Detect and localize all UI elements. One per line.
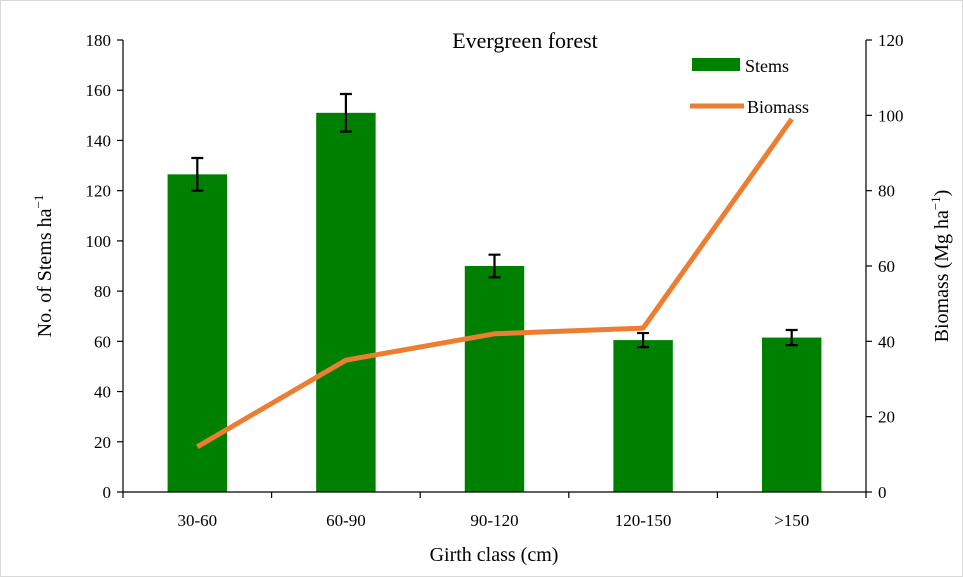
y2-tick-label: 100 [878,106,904,125]
bars-group [167,112,822,493]
x-axis-title: Girth class (cm) [430,544,559,566]
y-tick-label: 120 [86,182,112,201]
y2-tick-label: 20 [878,408,895,427]
line-group [196,117,794,449]
chart-title: Evergreen forest [452,28,598,53]
error-bars-group [191,92,798,349]
y-tick-label: 180 [86,31,112,50]
error-bar-2 [488,253,501,279]
legend-label-biomass: Biomass [747,97,809,117]
y2-tick-label: 0 [878,483,887,502]
y2-tick-label: 120 [878,31,904,50]
y-axis-title-sup: −1 [31,195,46,209]
error-bar-0 [191,156,204,192]
x-tick-label: 90-120 [470,511,518,530]
y2-tick-label: 60 [878,257,895,276]
error-bar-4 [785,328,798,347]
legend: Stems Biomass [690,56,809,117]
bar-stems-2 [464,266,525,492]
y2-tick-label: 80 [878,182,895,201]
y-tick-label: 0 [103,483,112,502]
y-tick-label: 40 [94,383,111,402]
y-tick-label: 100 [86,232,112,251]
y-tick-label: 140 [86,131,112,150]
bar-stems-3 [613,340,673,492]
x-tick-label: 60-90 [326,511,366,530]
y2-axis-title: Biomass (Mg ha−1) [928,190,953,343]
bar-stems-0 [167,174,228,492]
y2-axis-title-main: Biomass (Mg ha [931,210,953,342]
legend-swatch-stems [692,58,740,71]
axes-group [117,39,872,498]
y2-axis-title-end: ) [931,190,953,197]
error-bar-3 [637,331,650,349]
y-tick-label: 20 [94,433,111,452]
y-tick-label: 80 [94,282,111,301]
legend-label-stems: Stems [745,56,789,76]
tick-labels-group: 0 20 40 60 80 100 120 140 160 180 0 20 40 60 80 100 120 3… [86,31,904,530]
bar-stems-1 [316,112,376,493]
x-tick-label: 120-150 [615,511,672,530]
x-tick-label: >150 [774,511,809,530]
y-axis-title-main: No. of Stems ha [34,208,56,337]
y-tick-label: 60 [94,332,111,351]
bar-stems-4 [761,337,822,492]
x-tick-label: 30-60 [177,511,217,530]
y2-axis-title-sup: −1 [928,196,943,210]
y2-tick-label: 40 [878,332,895,351]
y-tick-label: 160 [86,81,112,100]
error-bar-1 [339,92,352,133]
y-axis-title: No. of Stems ha−1 [31,195,56,338]
